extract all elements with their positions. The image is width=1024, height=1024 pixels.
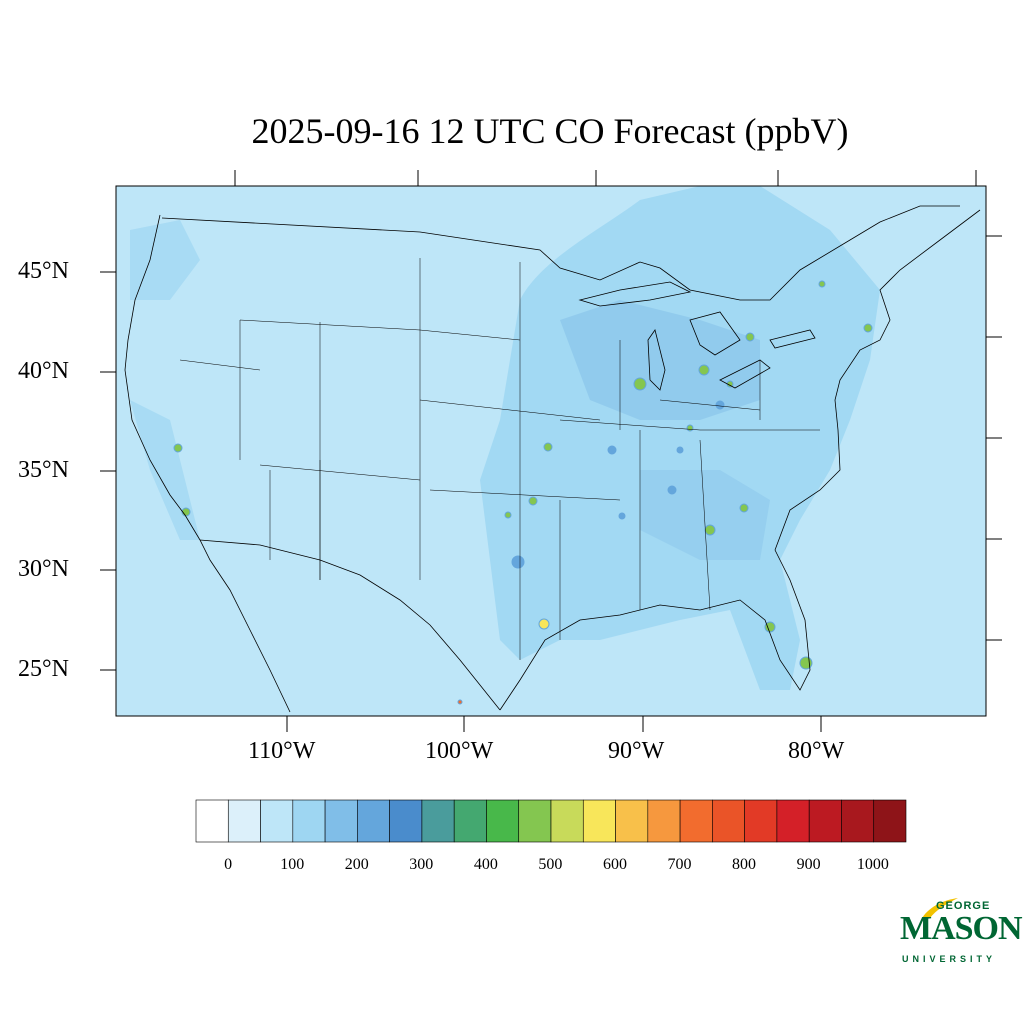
west-coast [124, 214, 291, 713]
hotspot-marker [633, 377, 647, 391]
hotspot-marker [543, 442, 553, 452]
hotspot-marker [511, 555, 525, 569]
colorbar-swatch [550, 799, 584, 843]
colorbar-label: 500 [538, 856, 563, 873]
colorbar-label: 0 [224, 856, 233, 873]
colorbar-swatch [712, 799, 745, 843]
hotspot-marker [504, 511, 512, 519]
logo-swoosh [922, 898, 958, 918]
colorbar-label: 200 [344, 856, 369, 873]
colorbar-swatch [776, 799, 810, 843]
northwest-region [130, 220, 200, 300]
gulf-coast [499, 549, 811, 711]
colorbar-swatch [486, 799, 520, 843]
map-title: 2025-09-16 12 UTC CO Forecast (ppbV) [251, 111, 849, 151]
colorbar-swatch [292, 799, 326, 843]
hotspot-marker [698, 364, 710, 376]
colorbar-label: 300 [409, 856, 434, 873]
logo-mason: MASON [900, 910, 1023, 947]
hotspot-marker [818, 280, 826, 288]
lat-label-35: 35°N [18, 457, 69, 483]
colorbar-swatch [260, 799, 294, 843]
hotspot-marker [715, 400, 725, 410]
colorbar-label: 900 [796, 856, 821, 873]
colorbar-label: 1000 [856, 856, 889, 873]
map-frame [115, 185, 987, 717]
hotspot-marker [618, 512, 626, 520]
california-region [130, 400, 200, 540]
hotspot-marker [704, 524, 716, 536]
axis-ticks [100, 170, 1002, 732]
hotspot-marker [799, 656, 813, 670]
hotspot-marker [538, 618, 550, 630]
colorbar-swatch [357, 799, 390, 843]
colorbar-swatch [324, 799, 358, 843]
logo-george: GEORGE [936, 900, 991, 912]
midwest-region [560, 300, 760, 420]
hotspot-marker [528, 496, 538, 506]
colorbar-label: 700 [667, 856, 692, 873]
colorbar-swatch [421, 799, 455, 843]
colorbar-label: 400 [473, 856, 498, 873]
gmu-logo: GEORGE MASON UNIVERSITY [898, 898, 1023, 970]
hotspot-marker [686, 424, 694, 432]
colorbar-label: 600 [602, 856, 627, 873]
lon-label-80: 80°W [788, 738, 845, 764]
lat-label-25: 25°N [18, 656, 69, 682]
canada-border [161, 205, 960, 301]
eastern-elevated-region [480, 186, 880, 690]
colorbar-swatch [227, 799, 261, 843]
colorbar-label: 100 [280, 856, 305, 873]
lake-erie [719, 359, 771, 389]
hotspot-marker [607, 445, 617, 455]
hotspot-marker [676, 446, 684, 454]
atlantic-coast [774, 209, 981, 551]
lon-label-90: 90°W [608, 738, 665, 764]
colorbar-swatch [453, 799, 487, 843]
hotspot-marker [739, 503, 749, 513]
lon-label-100: 100°W [425, 738, 494, 764]
colorbar-swatch [841, 799, 875, 843]
colorbar [195, 799, 907, 843]
lat-label-45: 45°N [18, 258, 69, 284]
hotspot-marker [764, 621, 776, 633]
colorbar-swatch [873, 799, 907, 843]
lat-label-40: 40°N [18, 358, 69, 384]
colorbar-swatch [615, 799, 649, 843]
lake-superior [578, 281, 692, 307]
colorbar-swatch [808, 799, 842, 843]
colorbar-swatch [679, 799, 713, 843]
hotspot-marker [745, 332, 755, 342]
colorbar-swatch [744, 799, 778, 843]
hotspot-marker [173, 443, 183, 453]
lake-huron [689, 311, 741, 356]
concentration-field [130, 186, 880, 690]
colorbar-swatch [582, 799, 616, 843]
colorbar-swatch [647, 799, 681, 843]
state-lines [179, 258, 820, 660]
colorbar-swatch [195, 799, 229, 843]
lat-label-30: 30°N [18, 556, 69, 582]
lake-michigan [647, 329, 666, 391]
logo-university: UNIVERSITY [902, 954, 997, 964]
colorbar-swatch [389, 799, 423, 843]
hotspot-marker [863, 323, 873, 333]
lon-label-110: 110°W [248, 738, 316, 764]
colorbar-label: 800 [732, 856, 757, 873]
hotspot-marker [457, 699, 463, 705]
colorbar-swatch [518, 799, 552, 843]
map-outlines [124, 205, 981, 713]
hotspots [173, 280, 873, 705]
lake-ontario [769, 329, 816, 349]
hotspot-marker [667, 485, 677, 495]
